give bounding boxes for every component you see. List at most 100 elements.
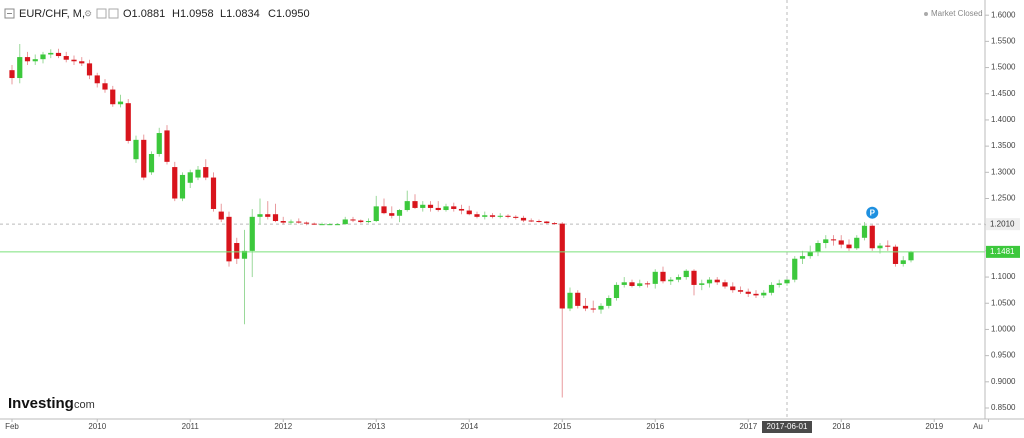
candle-body <box>807 251 813 257</box>
candle-body <box>885 245 891 247</box>
pivot-marker-label: P <box>870 208 876 217</box>
market-status: Market Closed <box>931 9 983 18</box>
candle-body <box>48 52 54 55</box>
candle-body <box>706 279 713 284</box>
candle-body <box>792 258 798 280</box>
candle-body <box>621 282 627 285</box>
x-tick-label: 2012 <box>274 422 292 431</box>
candle-body <box>86 63 93 76</box>
candle-body <box>172 167 178 199</box>
candle-body <box>629 282 635 286</box>
candle-body <box>598 305 604 310</box>
candle-body <box>404 201 410 211</box>
candle-body <box>334 224 341 226</box>
x-tick-label: 2017 <box>739 422 757 431</box>
candle-body <box>644 283 651 285</box>
candle-body <box>582 305 589 309</box>
candle-body <box>714 279 720 283</box>
candle-body <box>412 201 418 208</box>
settings-icon[interactable]: ⚙ <box>84 8 92 18</box>
candle-body <box>40 54 46 60</box>
candle-body <box>730 286 736 291</box>
candle-body <box>854 237 860 249</box>
candle-body <box>226 216 232 262</box>
candle-body <box>482 215 488 217</box>
y-tick-label: 1.4000 <box>991 115 1016 124</box>
candle-body <box>443 206 449 211</box>
candle-body <box>94 75 100 84</box>
candle-body <box>79 61 85 64</box>
y-tick-label: 0.9000 <box>991 377 1016 386</box>
candle-body <box>799 256 806 259</box>
candle-body <box>908 251 914 261</box>
y-tick-label: 1.5500 <box>991 36 1016 45</box>
candle-body <box>722 282 728 287</box>
candle-body <box>505 215 511 217</box>
candle-body <box>776 283 782 285</box>
candle-body <box>435 207 441 211</box>
y-tick-label: 0.9500 <box>991 351 1016 360</box>
x-tick-label: 2016 <box>646 422 664 431</box>
y-tick-label: 1.3500 <box>991 141 1016 150</box>
candle-body <box>350 219 356 221</box>
candle-body <box>768 284 775 293</box>
candle-body <box>877 245 883 249</box>
candle-body <box>195 169 201 178</box>
candle-body <box>257 214 263 217</box>
ohlc-low: L1.0834 <box>220 8 260 20</box>
candle-body <box>110 89 116 105</box>
candle-body <box>823 239 829 244</box>
toggle-icon[interactable] <box>96 8 107 19</box>
candle-body <box>303 222 310 224</box>
candle-body <box>427 204 434 208</box>
candle-body <box>389 213 395 216</box>
candle-body <box>520 217 527 221</box>
candle-body <box>280 221 286 223</box>
pivot-marker <box>866 206 879 219</box>
x-tick-label: Feb <box>5 422 19 431</box>
ohlc-open: O1.0881 <box>123 8 165 20</box>
y-tick-label: 1.3000 <box>991 167 1016 176</box>
candle-body <box>652 271 658 284</box>
x-tick-label: 2010 <box>88 422 106 431</box>
candle-body <box>737 290 744 292</box>
y-tick-label: 1.0000 <box>991 325 1016 334</box>
candle-body <box>846 244 852 249</box>
candle-body <box>528 220 534 222</box>
candle-body <box>288 221 294 223</box>
candle-body <box>668 279 674 282</box>
x-tick-label: 2018 <box>832 422 850 431</box>
candle-body <box>660 271 666 282</box>
candle-body <box>141 139 147 178</box>
candle-body <box>590 308 596 310</box>
candle-body <box>551 223 558 225</box>
candle-body <box>861 225 868 238</box>
candle-body <box>892 246 899 264</box>
last-price-label: 1.1481 <box>990 247 1015 256</box>
candle-body <box>102 83 108 90</box>
candle-body <box>536 221 542 223</box>
candle-body <box>613 284 620 299</box>
crosshair-price-label: 1.2010 <box>990 219 1015 228</box>
candle-body <box>637 283 643 286</box>
candle-body <box>249 216 255 251</box>
candle-body <box>203 167 209 178</box>
candle-body <box>838 240 844 245</box>
candle-body <box>32 59 38 62</box>
candle-body <box>272 214 279 222</box>
toggle-icon[interactable] <box>108 8 119 19</box>
candle-body <box>761 292 767 296</box>
candle-body <box>187 172 193 183</box>
candle-body <box>869 225 875 249</box>
y-tick-label: 1.6000 <box>991 10 1016 19</box>
candle-body <box>296 221 302 223</box>
x-tick-label: 2011 <box>182 422 200 431</box>
last-price-box <box>986 245 1020 258</box>
candle-body <box>544 221 550 224</box>
candle-body <box>567 292 573 309</box>
candle-body <box>327 224 333 226</box>
ohlc-high: H1.0958 <box>172 8 214 20</box>
collapse-icon[interactable] <box>4 8 15 19</box>
